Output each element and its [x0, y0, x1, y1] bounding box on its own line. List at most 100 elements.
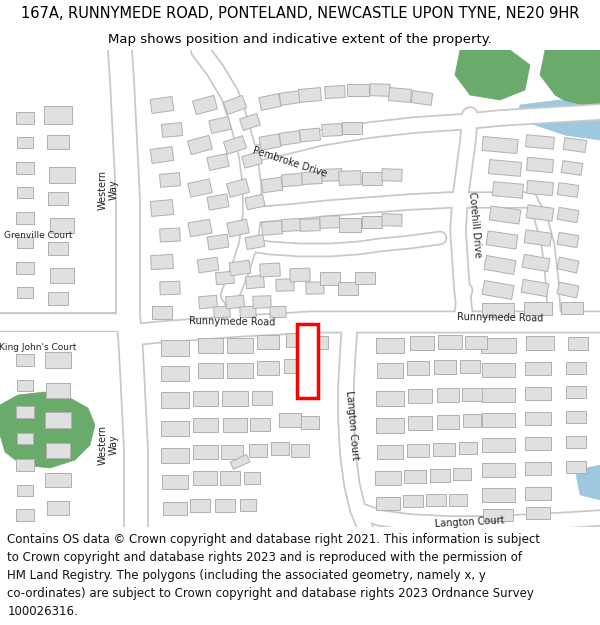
Text: Runnymede Road: Runnymede Road [457, 312, 543, 324]
Text: Corehill Drive: Corehill Drive [467, 192, 483, 258]
Bar [526, 507, 550, 519]
Bar [16, 406, 34, 418]
Bar [320, 271, 340, 284]
Bar [16, 459, 34, 471]
Text: co-ordinates) are subject to Crown copyright and database rights 2023 Ordnance S: co-ordinates) are subject to Crown copyr… [7, 588, 534, 600]
Bar [240, 499, 256, 511]
Bar [188, 136, 212, 154]
Bar [16, 112, 34, 124]
Bar [342, 122, 362, 134]
Bar [223, 418, 247, 432]
Bar [161, 421, 189, 436]
Bar [459, 442, 477, 454]
Bar [437, 415, 459, 429]
Bar [411, 91, 433, 106]
Bar [557, 182, 579, 198]
Bar [223, 96, 247, 114]
Bar [193, 418, 218, 432]
Bar [284, 359, 306, 373]
Bar [244, 472, 260, 484]
Text: Runnymede Road: Runnymede Road [189, 316, 275, 328]
Bar [279, 91, 301, 106]
Bar [376, 338, 404, 352]
Text: Western
Way: Western Way [97, 425, 119, 465]
Bar [302, 171, 322, 184]
Bar [522, 254, 550, 272]
Bar [215, 271, 235, 285]
Bar [161, 448, 189, 462]
Bar [525, 486, 551, 499]
Bar [242, 152, 262, 168]
Bar [388, 88, 412, 103]
Text: King John's Court: King John's Court [0, 344, 77, 352]
Polygon shape [455, 50, 530, 100]
Bar [557, 232, 579, 248]
Bar [408, 389, 432, 403]
Bar [215, 499, 235, 511]
Bar [566, 362, 586, 374]
Bar [298, 88, 322, 103]
Bar [16, 509, 34, 521]
Bar [281, 219, 302, 231]
Bar [462, 388, 482, 401]
Bar [223, 136, 247, 154]
Bar [252, 391, 272, 405]
Bar [161, 340, 189, 356]
Bar [253, 296, 271, 308]
Bar [404, 469, 426, 482]
Bar [276, 279, 294, 291]
Bar [482, 303, 514, 317]
Bar [297, 324, 318, 398]
Text: 167A, RUNNYMEDE ROAD, PONTELAND, NEWCASTLE UPON TYNE, NE20 9HR: 167A, RUNNYMEDE ROAD, PONTELAND, NEWCAST… [21, 6, 579, 21]
Bar [150, 146, 174, 164]
Bar [50, 268, 74, 282]
Bar [483, 509, 513, 521]
Bar [437, 388, 459, 402]
Bar [449, 494, 467, 506]
Bar [207, 154, 229, 171]
Bar [190, 499, 210, 511]
Bar [46, 382, 70, 398]
Bar [526, 205, 554, 221]
Bar [465, 336, 487, 349]
Bar [460, 359, 480, 372]
Bar [362, 171, 382, 184]
Bar [300, 219, 320, 231]
Bar [382, 214, 402, 226]
Bar [161, 392, 189, 408]
Bar [482, 438, 515, 452]
Bar [257, 361, 279, 375]
Polygon shape [540, 50, 600, 110]
Bar [45, 412, 71, 428]
Bar [566, 411, 586, 423]
Bar [188, 219, 212, 237]
Bar [48, 241, 68, 254]
Bar [230, 454, 250, 469]
Bar [525, 461, 551, 474]
Bar [209, 117, 231, 133]
Bar [17, 379, 33, 391]
Bar [271, 441, 289, 454]
Bar [197, 362, 223, 378]
Bar [245, 275, 265, 289]
Text: Map shows position and indicative extent of the property.: Map shows position and indicative extent… [108, 32, 492, 46]
Bar [220, 471, 240, 485]
Bar [161, 366, 189, 381]
Bar [291, 444, 309, 456]
Bar [322, 169, 342, 181]
Bar [482, 488, 515, 502]
Bar [245, 194, 265, 210]
Bar [482, 388, 515, 402]
Bar [434, 360, 456, 374]
Bar [262, 221, 283, 236]
Bar [526, 135, 554, 149]
Bar [245, 234, 265, 249]
Bar [259, 134, 281, 150]
Bar [239, 114, 260, 131]
Bar [222, 391, 248, 406]
Bar [226, 295, 244, 309]
Bar [375, 471, 401, 485]
Bar [279, 413, 301, 427]
Bar [376, 418, 404, 432]
Bar [50, 217, 74, 232]
